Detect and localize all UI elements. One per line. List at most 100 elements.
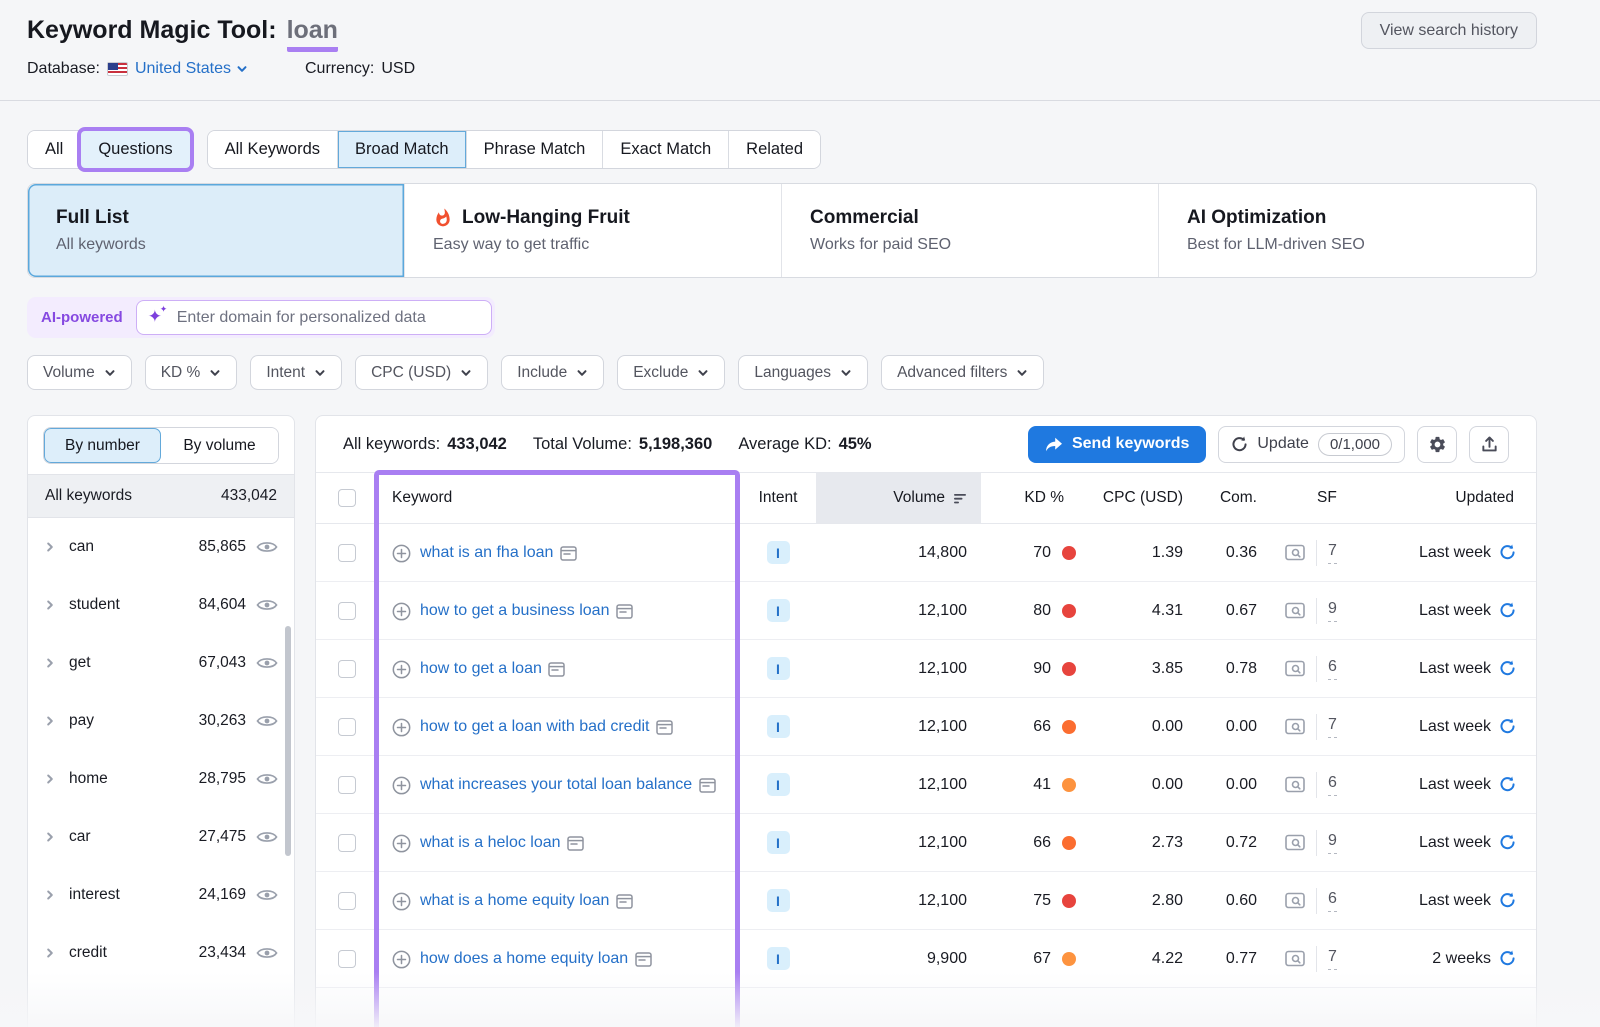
- filter-dropdown[interactable]: Advanced filters: [881, 355, 1045, 390]
- filter-dropdown[interactable]: Intent: [250, 355, 343, 390]
- sidebar-group-item[interactable]: pay 30,263: [28, 692, 294, 750]
- scope-card[interactable]: AI Optimization Best for LLM-driven SEO: [1159, 184, 1536, 277]
- add-keyword-icon[interactable]: [392, 602, 411, 621]
- keyword-cell[interactable]: what is an fha loan: [376, 531, 740, 575]
- match-tab[interactable]: Related: [729, 131, 821, 168]
- intent-badge[interactable]: I: [766, 715, 790, 738]
- eye-icon[interactable]: [256, 655, 278, 671]
- row-checkbox[interactable]: [338, 833, 356, 852]
- eye-icon[interactable]: [256, 887, 278, 903]
- keyword-cell[interactable]: what is a heloc loan: [376, 821, 740, 865]
- refresh-metrics-icon[interactable]: [1499, 950, 1516, 967]
- keyword-cell[interactable]: how does a home equity loan: [376, 937, 740, 981]
- keyword-link[interactable]: how does a home equity loan: [420, 947, 652, 971]
- domain-input[interactable]: [135, 300, 492, 335]
- match-tab[interactable]: Exact Match: [603, 131, 730, 168]
- serp-page-icon[interactable]: [634, 951, 652, 967]
- keyword-cell[interactable]: how to get a business loan: [376, 589, 740, 633]
- match-tab[interactable]: All: [28, 131, 82, 168]
- export-button[interactable]: [1469, 425, 1509, 463]
- view-search-history-button[interactable]: View search history: [1360, 12, 1537, 49]
- intent-badge[interactable]: I: [766, 599, 790, 622]
- row-checkbox[interactable]: [338, 775, 356, 794]
- serp-preview-icon[interactable]: [1285, 834, 1305, 851]
- eye-icon[interactable]: [256, 945, 278, 961]
- serp-preview-icon[interactable]: [1285, 718, 1305, 735]
- serp-preview-icon[interactable]: [1285, 950, 1305, 967]
- sf-value[interactable]: 7: [1328, 542, 1337, 564]
- keyword-link[interactable]: what is a heloc loan: [420, 831, 584, 855]
- refresh-metrics-icon[interactable]: [1499, 834, 1516, 851]
- filter-dropdown[interactable]: Languages: [738, 355, 869, 390]
- by-volume-toggle[interactable]: By volume: [161, 428, 278, 463]
- refresh-metrics-icon[interactable]: [1499, 892, 1516, 909]
- add-keyword-icon[interactable]: [392, 950, 411, 969]
- search-query[interactable]: loan: [286, 16, 338, 52]
- intent-badge[interactable]: I: [766, 947, 790, 970]
- serp-page-icon[interactable]: [567, 835, 584, 851]
- intent-badge[interactable]: I: [766, 657, 790, 680]
- keyword-link[interactable]: how to get a business loan: [420, 599, 633, 623]
- row-checkbox[interactable]: [338, 543, 356, 562]
- row-checkbox[interactable]: [338, 949, 356, 968]
- eye-icon[interactable]: [256, 597, 278, 613]
- sf-value[interactable]: 7: [1328, 948, 1337, 970]
- serp-preview-icon[interactable]: [1285, 892, 1305, 909]
- match-tab[interactable]: Broad Match: [338, 131, 467, 168]
- database-select[interactable]: United States: [135, 60, 248, 78]
- keyword-link[interactable]: what is an fha loan: [420, 541, 577, 565]
- eye-icon[interactable]: [256, 829, 278, 845]
- add-keyword-icon[interactable]: [392, 718, 411, 737]
- keyword-cell[interactable]: how to get a loan with bad credit: [376, 705, 740, 749]
- refresh-metrics-icon[interactable]: [1499, 660, 1516, 677]
- scope-card[interactable]: Commercial Works for paid SEO: [782, 184, 1159, 277]
- add-keyword-icon[interactable]: [392, 660, 411, 679]
- all-keywords-row[interactable]: All keywords 433,042: [28, 474, 294, 518]
- refresh-metrics-icon[interactable]: [1499, 602, 1516, 619]
- sidebar-group-item[interactable]: car 27,475: [28, 808, 294, 866]
- sidebar-group-item[interactable]: student 84,604: [28, 576, 294, 634]
- intent-badge[interactable]: I: [766, 773, 790, 796]
- sidebar-group-item[interactable]: can 85,865: [28, 518, 294, 576]
- add-keyword-icon[interactable]: [392, 776, 411, 795]
- by-number-toggle[interactable]: By number: [44, 428, 161, 463]
- table-settings-button[interactable]: [1417, 425, 1457, 463]
- column-sf[interactable]: SF: [1317, 489, 1337, 506]
- serp-page-icon[interactable]: [616, 603, 633, 619]
- filter-dropdown[interactable]: CPC (USD): [355, 355, 489, 390]
- intent-badge[interactable]: I: [766, 889, 790, 912]
- eye-icon[interactable]: [256, 539, 278, 555]
- column-kd[interactable]: KD %: [1024, 489, 1064, 506]
- sidebar-group-item[interactable]: interest 24,169: [28, 866, 294, 924]
- keyword-cell[interactable]: what is a home equity loan: [376, 879, 740, 923]
- sidebar-group-item[interactable]: get 67,043: [28, 634, 294, 692]
- filter-dropdown[interactable]: Volume: [27, 355, 132, 390]
- match-tab[interactable]: All Keywords: [207, 131, 339, 168]
- add-keyword-icon[interactable]: [392, 892, 411, 911]
- row-checkbox[interactable]: [338, 891, 356, 910]
- keyword-link[interactable]: how to get a loan with bad credit: [420, 715, 673, 739]
- sf-value[interactable]: 6: [1328, 658, 1337, 680]
- select-all-checkbox[interactable]: [338, 489, 356, 507]
- match-tab[interactable]: Phrase Match: [466, 131, 604, 168]
- row-checkbox[interactable]: [338, 659, 356, 678]
- intent-badge[interactable]: I: [766, 831, 790, 854]
- keyword-cell[interactable]: what increases your total loan balance: [376, 763, 740, 807]
- refresh-metrics-icon[interactable]: [1499, 544, 1516, 561]
- row-checkbox[interactable]: [338, 717, 356, 736]
- column-updated[interactable]: Updated: [1455, 489, 1514, 506]
- send-keywords-button[interactable]: Send keywords: [1027, 425, 1207, 463]
- column-com[interactable]: Com.: [1219, 489, 1257, 506]
- add-keyword-icon[interactable]: [392, 834, 411, 853]
- add-keyword-icon[interactable]: [392, 544, 411, 563]
- serp-page-icon[interactable]: [656, 719, 673, 735]
- sidebar-scrollbar[interactable]: [285, 626, 291, 856]
- keyword-link[interactable]: what increases your total loan balance: [420, 773, 716, 797]
- keyword-link[interactable]: what is a home equity loan: [420, 889, 633, 913]
- eye-icon[interactable]: [256, 771, 278, 787]
- sf-value[interactable]: 9: [1328, 600, 1337, 622]
- sf-value[interactable]: 7: [1328, 716, 1337, 738]
- serp-page-icon[interactable]: [698, 777, 716, 793]
- refresh-metrics-icon[interactable]: [1499, 718, 1516, 735]
- filter-dropdown[interactable]: KD %: [144, 355, 238, 390]
